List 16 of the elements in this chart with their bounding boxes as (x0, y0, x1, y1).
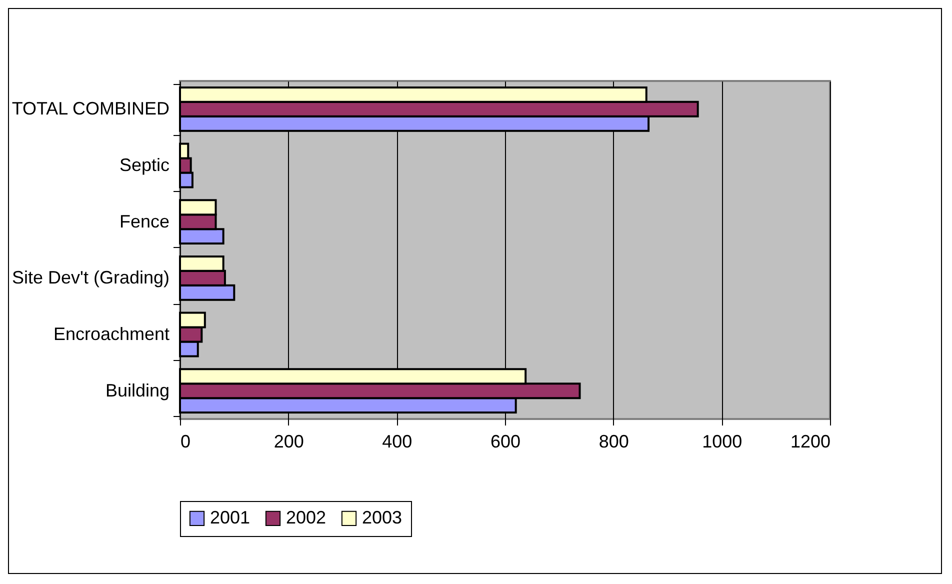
y-tick-label: Building (105, 380, 170, 400)
x-tick-label: 1000 (702, 432, 742, 452)
x-tick-label: 800 (598, 432, 629, 452)
x-tick-label: 200 (274, 432, 304, 452)
y-tick-label: TOTAL COMBINED (12, 98, 170, 119)
legend-label: 2001 (210, 507, 250, 528)
y-tick-label: Encroachment (53, 324, 170, 344)
legend-label: 2002 (286, 507, 326, 528)
y-tick-label: Site Dev't (Grading) (12, 268, 170, 288)
x-tick-label: 600 (490, 432, 521, 452)
x-tick-label: 0 (180, 432, 191, 452)
x-tick-label: 400 (382, 432, 412, 452)
x-tick-label: 1200 (790, 432, 830, 452)
legend-label: 2003 (362, 507, 402, 528)
y-tick-label: Septic (119, 155, 170, 175)
y-tick-label: Fence (119, 211, 170, 232)
